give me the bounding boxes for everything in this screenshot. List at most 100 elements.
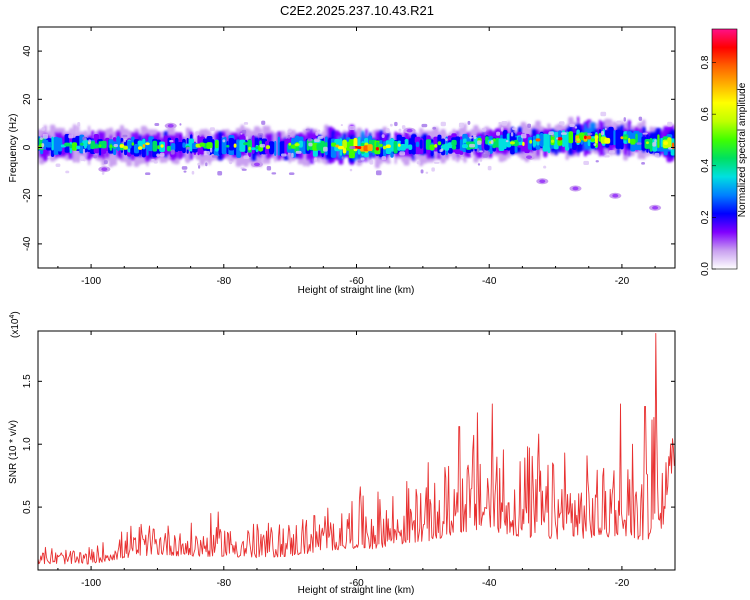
heatmap-speckle (266, 166, 272, 171)
spectrogram-axes: -100 -80 -60 -40 -20 -40 -20 0 20 40 (22, 27, 675, 287)
heatmap-speckle (604, 127, 607, 131)
heatmap-cell (142, 144, 146, 148)
heatmap-speckle (381, 134, 385, 139)
heatmap-speckle (122, 134, 128, 138)
heatmap-speckle (170, 149, 175, 155)
heatmap-blob-core (526, 155, 533, 159)
heatmap-speckle (205, 162, 208, 167)
heatmap-speckle (460, 156, 464, 160)
heatmap-speckle (574, 140, 577, 143)
heatmap-cell (290, 144, 296, 149)
heatmap-blob-core (101, 167, 108, 171)
heatmap-speckle (305, 128, 311, 131)
spectrogram-y-label: Frequency (Hz) (8, 114, 19, 183)
heatmap-speckle (103, 160, 108, 165)
heatmap-speckle (608, 150, 615, 154)
heatmap-speckle (340, 124, 343, 127)
heatmap-cell (649, 137, 653, 152)
heatmap-cell (82, 140, 89, 147)
x-tick-label: -80 (217, 578, 232, 589)
heatmap-cell (604, 137, 611, 144)
heatmap-cell (160, 144, 164, 148)
heatmap-cell (71, 142, 78, 151)
heatmap-cell (423, 135, 427, 154)
heatmap-speckle (479, 158, 483, 162)
heatmap-speckle (401, 125, 406, 130)
heatmap-speckle (360, 157, 365, 161)
heatmap-speckle (82, 136, 87, 141)
heatmap-speckle (481, 127, 487, 132)
heatmap-speckle (315, 131, 319, 136)
heatmap-speckle (259, 143, 266, 148)
x-tick-label: -80 (217, 276, 232, 287)
x-tick-label: -100 (81, 578, 101, 589)
heatmap-speckle (431, 167, 435, 172)
heatmap-cell (356, 146, 362, 150)
heatmap-speckle (257, 133, 264, 138)
y-tick-label: 0 (22, 144, 33, 150)
heatmap-cell (583, 135, 587, 140)
heatmap-speckle (47, 156, 51, 159)
heatmap-speckle (469, 143, 476, 148)
heatmap-speckle (308, 142, 313, 147)
heatmap-speckle (210, 147, 213, 153)
x-tick-label: -40 (482, 578, 497, 589)
heatmap-speckle (222, 139, 226, 143)
snr-multiplier-exponent: 4 (9, 315, 16, 319)
heatmap-cell (265, 145, 271, 150)
y-tick-label: 40 (22, 45, 33, 57)
heatmap-speckle (156, 153, 160, 157)
heatmap-speckle (560, 132, 567, 135)
heatmap-cell (274, 140, 277, 156)
heatmap-cell (434, 144, 438, 148)
spectrogram-x-label: Height of straight line (km) (298, 285, 415, 296)
heatmap-cell (400, 143, 406, 151)
heatmap-speckle (93, 154, 98, 159)
heatmap-cell (199, 142, 205, 147)
heatmap-speckle (229, 160, 233, 165)
heatmap-speckle (551, 134, 555, 137)
heatmap-cell (152, 140, 158, 152)
heatmap-cell (206, 142, 213, 150)
snr-panel: -100 -80 -60 -40 -20 0.5 1.0 1.5 Height of stra… (8, 311, 676, 596)
colorbar-frame (711, 28, 738, 270)
heatmap-speckle (477, 163, 481, 166)
colorbar-tick-label: 0.4 (700, 158, 711, 172)
heatmap-cell (98, 144, 102, 148)
heatmap-cell (576, 138, 580, 142)
heatmap-cell (385, 144, 391, 149)
heatmap-cell (320, 142, 325, 146)
heatmap-cell (80, 142, 84, 146)
snr-x-label: Height of straight line (km) (298, 585, 415, 596)
heatmap-cell (594, 135, 599, 140)
heatmap-speckle (245, 136, 249, 140)
heatmap-cell (550, 139, 555, 143)
heatmap-cell (444, 143, 450, 148)
heatmap-speckle (179, 123, 182, 126)
heatmap-cell (76, 145, 81, 150)
heatmap-speckle (440, 121, 446, 127)
heatmap-speckle (385, 128, 390, 133)
heatmap-cell (663, 141, 669, 145)
heatmap-speckle (500, 127, 504, 132)
heatmap-speckle (55, 163, 61, 167)
heatmap-speckle (211, 155, 218, 158)
heatmap-speckle (470, 152, 474, 157)
heatmap-speckle (113, 143, 119, 148)
heatmap-speckle (287, 134, 291, 139)
heatmap-cell (620, 130, 624, 150)
heatmap-speckle (195, 131, 199, 136)
heatmap-cell (331, 142, 337, 147)
heatmap-speckle (191, 170, 195, 175)
heatmap-cell (506, 141, 512, 148)
heatmap-speckle (154, 122, 160, 126)
heatmap-speckle (641, 162, 646, 165)
heatmap-speckle (349, 146, 356, 150)
heatmap-cell (251, 135, 255, 154)
heatmap-cell (568, 139, 574, 144)
heatmap-speckle (80, 156, 85, 162)
y-tick-label: 0.5 (22, 500, 33, 514)
heatmap-speckle (243, 155, 250, 160)
heatmap-cell (451, 145, 457, 150)
heatmap-speckle (39, 137, 43, 140)
